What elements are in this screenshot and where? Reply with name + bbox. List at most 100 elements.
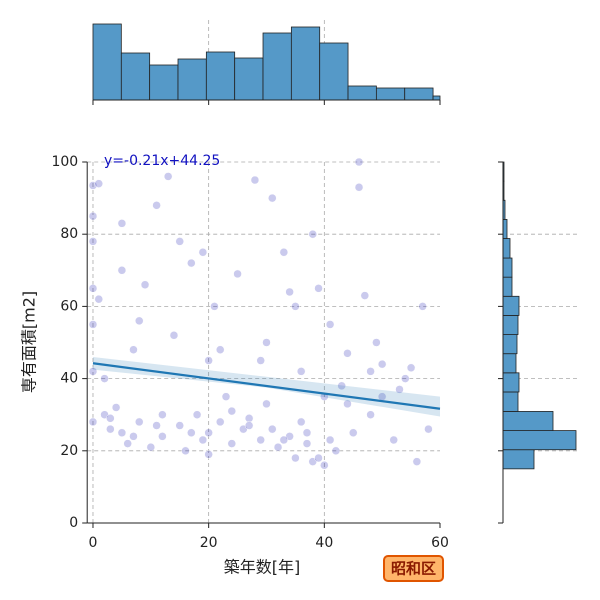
scatter-point — [129, 345, 138, 354]
scatter-point — [291, 453, 300, 463]
scatter-point — [129, 432, 138, 441]
histogram-bar — [92, 23, 122, 101]
label-box — [383, 555, 444, 582]
scatter-point — [152, 201, 161, 210]
y-axis-label: 専有面積[m2] — [20, 291, 39, 393]
scatter-point — [320, 460, 329, 470]
scatter-point — [343, 399, 352, 409]
histogram-bar — [234, 57, 264, 101]
scatter-point — [88, 211, 98, 221]
scatter-point — [88, 284, 98, 293]
scatter-point — [308, 229, 318, 239]
scatter-point — [354, 183, 364, 192]
regression-annotation: y=-0.21x+44.25 — [104, 153, 220, 169]
scatter-point — [204, 450, 213, 459]
scatter-point — [424, 424, 433, 434]
histogram-bar — [502, 449, 535, 470]
scatter-point — [314, 284, 323, 293]
scatter-point — [291, 302, 300, 311]
histogram-bar — [502, 295, 520, 316]
y-tick-label: 40 — [60, 371, 78, 387]
histogram-bar — [502, 334, 518, 355]
histogram-bar — [502, 391, 519, 412]
scatter-point — [111, 403, 121, 412]
scatter-point — [106, 424, 115, 434]
scatter-point — [233, 269, 242, 279]
scatter-point — [135, 417, 144, 427]
scatter-point — [198, 435, 208, 445]
scatter-point — [314, 453, 323, 463]
scatter-point — [152, 421, 161, 430]
histogram-bar — [502, 372, 520, 393]
scatter-point — [389, 435, 398, 445]
histogram-bar — [347, 85, 377, 101]
scatter-point — [418, 302, 427, 311]
scatter-point — [227, 406, 237, 416]
histogram-bar — [502, 218, 508, 239]
scatter-point — [117, 266, 127, 275]
scatter-point — [256, 435, 265, 445]
scatter-point — [406, 363, 416, 373]
histogram-bar — [319, 42, 349, 101]
scatter-point — [94, 294, 104, 304]
scatter-point — [279, 248, 289, 257]
histogram-bar — [404, 87, 434, 101]
scatter-point — [163, 172, 173, 181]
scatter-point — [325, 320, 335, 329]
scatter-point — [187, 428, 196, 437]
scatter-point — [192, 410, 202, 419]
histogram-bar — [432, 95, 441, 101]
scatter-point — [94, 179, 104, 188]
scatter-point — [244, 421, 254, 430]
scatter-point — [262, 338, 271, 347]
scatter-point — [175, 237, 184, 246]
scatter-point — [227, 439, 237, 448]
scatter-point — [256, 356, 265, 365]
scatter-point — [175, 421, 184, 430]
y-tick-label: 20 — [60, 443, 78, 459]
scatter-point — [106, 414, 115, 423]
scatter-point — [401, 374, 410, 383]
y-tick-label: 60 — [60, 298, 78, 314]
scatter-point — [302, 428, 312, 437]
histogram-bar — [149, 64, 179, 101]
histogram-bar — [502, 315, 519, 335]
scatter-point — [198, 248, 208, 257]
scatter-point — [366, 410, 375, 419]
scatter-point — [337, 381, 346, 391]
histogram-bar — [502, 257, 513, 278]
scatter-point — [204, 356, 213, 365]
histogram-bar — [502, 430, 577, 451]
scatter-point — [331, 446, 341, 456]
scatter-point — [360, 291, 370, 300]
scatter-point — [204, 428, 213, 437]
scatter-point — [146, 442, 156, 452]
scatter-point — [279, 435, 289, 445]
scatter-point — [158, 432, 167, 441]
scatter-point — [348, 428, 358, 437]
scatter-point — [296, 417, 306, 427]
y-tick-label: 80 — [60, 226, 78, 242]
scatter-point — [296, 367, 306, 376]
histogram-bar — [205, 51, 236, 101]
regression-line — [92, 362, 441, 410]
scatter-point — [377, 359, 387, 369]
scatter-point — [158, 410, 167, 419]
y-tick-label: 0 — [69, 515, 78, 531]
scatter-point — [88, 417, 98, 427]
histogram-bar — [502, 276, 513, 297]
scatter-point — [395, 385, 404, 394]
scatter-point — [181, 446, 190, 456]
scatter-point — [100, 374, 109, 383]
scatter-point — [88, 367, 98, 376]
x-tick-label: 60 — [431, 535, 449, 551]
x-tick-label: 20 — [200, 535, 218, 551]
scatter-point — [117, 219, 127, 228]
scatter-point — [117, 428, 127, 437]
histogram-bar — [375, 87, 406, 101]
histogram-bar — [502, 238, 511, 259]
scatter-point — [88, 320, 98, 329]
scatter-point — [187, 258, 196, 268]
histogram-bar — [502, 411, 554, 431]
scatter-point — [412, 457, 422, 466]
